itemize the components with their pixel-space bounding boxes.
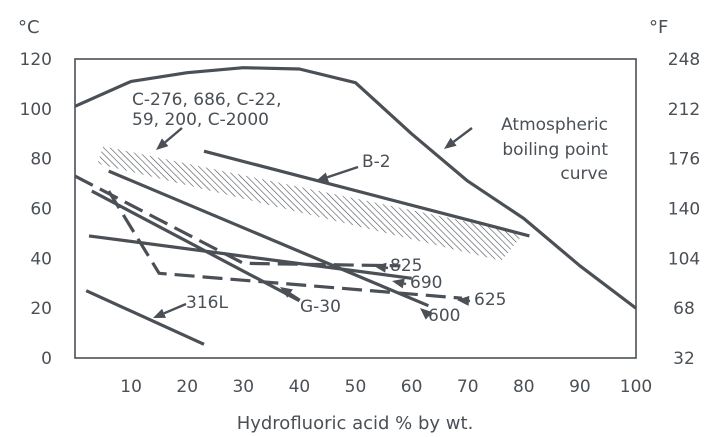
x-tick-label: 20 — [176, 377, 198, 397]
y-right-tick-label: 248 — [668, 50, 700, 70]
l316-arrow — [153, 302, 187, 318]
label-316l: 316L — [186, 293, 228, 313]
x-tick-label: 40 — [289, 377, 311, 397]
label-g30: G-30 — [300, 297, 341, 317]
atmospheric-arrow — [444, 127, 473, 149]
series-line-625 — [107, 190, 463, 300]
label-625: 625 — [474, 290, 506, 310]
y-left-tick-label: 100 — [20, 100, 52, 120]
l690-arrow — [392, 278, 407, 289]
y-left-tick-label: 120 — [20, 50, 52, 70]
band-label-line2: 59, 200, C-2000 — [132, 110, 269, 130]
series-line-b-2 — [203, 149, 530, 238]
atmospheric-label-line1: Atmospheric — [501, 115, 608, 135]
series-line-825 — [74, 174, 401, 268]
l825-arrow — [374, 262, 389, 273]
y-left-tick-label: 80 — [30, 150, 52, 170]
l600-arrow — [420, 308, 433, 320]
series-line-atmospheric-boiling-point-curve — [74, 66, 637, 310]
hatched-band-region — [97, 146, 524, 261]
y-right-tick-label: 32 — [673, 349, 695, 369]
g30-arrow — [280, 287, 301, 302]
atmospheric-label-line3: curve — [560, 164, 608, 184]
label-825: 825 — [390, 256, 422, 276]
tick-layer: 10 20 30 40 50 60 70 80 90 100 0 20 40 60 80 100 120 32 68… — [20, 50, 701, 397]
y-right-tick-label: 68 — [673, 299, 695, 319]
y-left-tick-label: 20 — [30, 299, 52, 319]
plot-frame — [74, 58, 637, 359]
band-label-line1: C-276, 686, C-22, — [132, 90, 282, 110]
y-left-tick-label: 0 — [41, 349, 52, 369]
series-line-690 — [88, 234, 412, 280]
y-left-tick-label: 60 — [30, 200, 52, 220]
band-arrow — [156, 127, 183, 150]
x-tick-label: 90 — [569, 377, 591, 397]
x-axis-title: Hydrofluoric acid % by wt. — [237, 413, 474, 434]
y-right-tick-label: 212 — [668, 100, 700, 120]
y-right-unit: °F — [649, 17, 668, 38]
x-tick-label: 60 — [401, 377, 423, 397]
arrow-layer — [153, 127, 473, 320]
x-tick-label: 80 — [513, 377, 535, 397]
x-tick-label: 100 — [620, 377, 652, 397]
label-600: 600 — [428, 306, 460, 326]
y-right-tick-label: 176 — [668, 150, 700, 170]
x-tick-label: 10 — [120, 377, 142, 397]
y-right-tick-label: 104 — [668, 249, 700, 269]
x-tick-label: 50 — [345, 377, 367, 397]
y-right-tick-label: 140 — [668, 200, 700, 220]
hatched-band — [97, 146, 524, 261]
series-layer — [74, 66, 637, 346]
series-line-600 — [108, 169, 430, 308]
b2-arrow — [316, 165, 359, 182]
series-line-316l — [85, 289, 205, 346]
l625-arrow — [457, 295, 471, 306]
x-tick-label: 70 — [457, 377, 479, 397]
label-b2: B-2 — [362, 152, 391, 172]
label-690: 690 — [410, 273, 442, 293]
y-left-tick-label: 40 — [30, 249, 52, 269]
x-tick-label: 30 — [232, 377, 254, 397]
y-left-unit: °C — [18, 17, 40, 38]
atmospheric-label-line2: boiling point — [502, 140, 608, 160]
